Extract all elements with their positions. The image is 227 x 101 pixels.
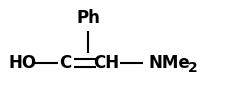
Text: NMe: NMe	[148, 54, 190, 72]
Text: HO: HO	[8, 54, 36, 72]
Text: Ph: Ph	[76, 9, 100, 27]
Text: CH: CH	[93, 54, 119, 72]
Text: 2: 2	[188, 61, 198, 75]
Text: C: C	[59, 54, 71, 72]
